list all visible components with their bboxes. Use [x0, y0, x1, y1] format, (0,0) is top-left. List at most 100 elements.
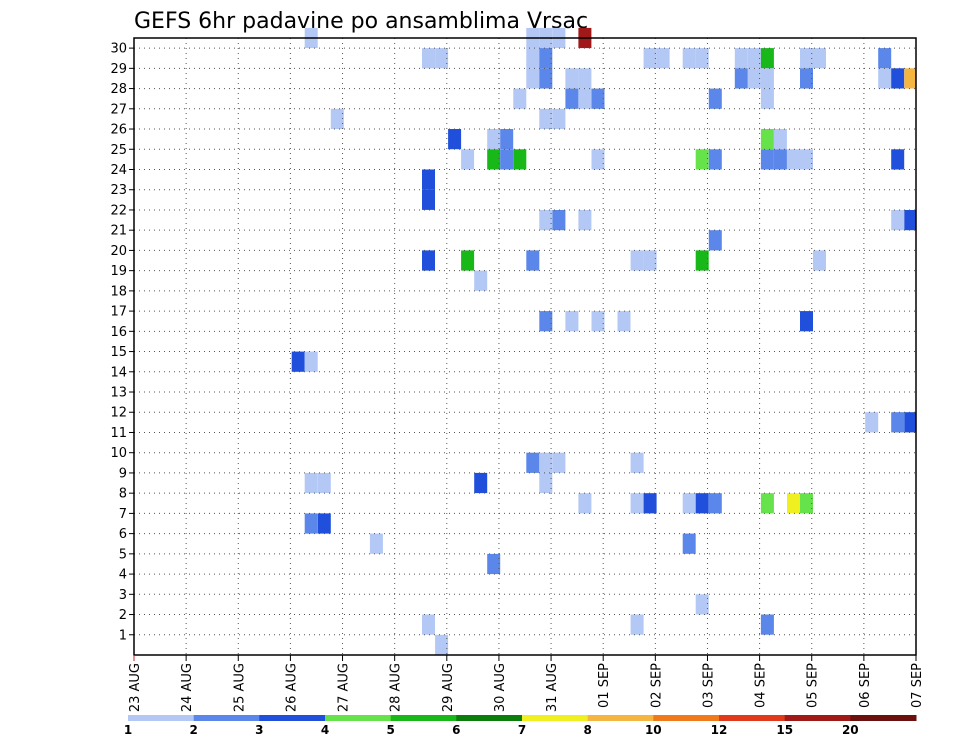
colorbar: 1 2 3 4 5 6 7 8 10 12 15 20 — [124, 715, 917, 737]
y-tick-label: 22 — [110, 203, 127, 218]
x-tick-label: 23 AUG — [128, 663, 143, 712]
y-tick-label: 4 — [119, 568, 127, 583]
precip-cell — [591, 149, 605, 170]
precip-cell — [422, 169, 435, 190]
precip-cell — [539, 68, 553, 89]
y-tick-label: 30 — [110, 42, 127, 57]
precip-cell — [760, 149, 774, 170]
y-tick-label: 7 — [119, 507, 127, 522]
precip-cell — [317, 513, 331, 534]
precip-cell — [591, 88, 605, 109]
y-tick-label: 9 — [119, 466, 127, 481]
colorbar-swatch — [850, 715, 917, 721]
precip-cell — [695, 149, 709, 170]
precip-cell — [813, 250, 826, 271]
precip-cell — [695, 48, 709, 69]
precip-cell — [369, 533, 383, 554]
precip-cell — [891, 68, 905, 89]
x-tick-label: 31 AUG — [545, 663, 560, 712]
precip-cell — [304, 472, 318, 494]
y-tick-label: 8 — [119, 487, 127, 502]
precip-cell — [682, 48, 696, 69]
colorbar-label: 7 — [518, 723, 526, 737]
precip-cell — [539, 48, 553, 69]
colorbar-swatch — [390, 715, 457, 721]
x-tick-label: 05 SEP — [806, 663, 821, 708]
precip-cell — [682, 533, 696, 554]
precip-cell — [539, 452, 553, 473]
precip-cell — [800, 311, 813, 332]
colorbar-label: 10 — [645, 723, 662, 737]
precip-cell — [474, 270, 488, 291]
colorbar-label: 5 — [387, 723, 395, 737]
precip-cell — [487, 149, 501, 170]
precip-cell — [734, 68, 748, 89]
precip-cell — [539, 210, 553, 231]
precip-cell — [656, 48, 670, 69]
precip-cell — [578, 493, 592, 514]
x-tick-label: 02 SEP — [649, 663, 664, 708]
x-tick-label: 03 SEP — [701, 663, 716, 708]
precip-cell — [630, 250, 644, 271]
colorbar-swatch — [325, 715, 392, 721]
precip-cell — [552, 108, 566, 129]
colorbar-label: 2 — [190, 723, 198, 737]
y-tick-label: 1 — [119, 628, 127, 643]
chart-title: GEFS 6hr padavine po ansamblima Vrsac — [134, 9, 588, 34]
precip-cell — [760, 48, 774, 69]
y-tick-label: 29 — [110, 62, 127, 77]
precip-cell — [878, 68, 892, 89]
precip-cell — [800, 48, 813, 69]
x-tick-label: 30 AUG — [493, 663, 508, 712]
precip-cell — [643, 48, 657, 69]
precip-cell — [878, 48, 892, 69]
precip-cell — [591, 311, 605, 332]
precip-cell — [760, 68, 774, 89]
precip-cell — [800, 68, 813, 89]
precip-cell — [422, 250, 435, 271]
y-tick-label: 6 — [119, 527, 127, 542]
y-tick-label: 5 — [119, 547, 127, 562]
y-tick-label: 17 — [110, 305, 127, 320]
precip-cell — [865, 412, 879, 433]
precip-cell — [330, 108, 344, 129]
precip-cell — [773, 129, 787, 150]
colorbar-swatch — [456, 715, 523, 721]
precip-cell — [747, 68, 761, 89]
precip-cell — [578, 88, 592, 109]
precip-cell — [630, 452, 644, 473]
y-tick-label: 10 — [110, 446, 127, 461]
precip-cell — [500, 129, 514, 150]
precip-cell — [448, 129, 462, 150]
x-tick-label: 29 AUG — [441, 663, 456, 712]
y-tick-label: 11 — [110, 426, 127, 441]
precip-cell — [708, 149, 722, 170]
precip-cell — [891, 210, 905, 231]
precip-cell — [526, 250, 540, 271]
precip-cell — [708, 230, 722, 251]
precip-cell — [904, 68, 916, 89]
y-tick-label: 15 — [110, 345, 127, 360]
precip-cell — [800, 149, 813, 170]
colorbar-swatch — [522, 715, 589, 721]
grid-lines — [134, 38, 917, 655]
colorbar-label: 4 — [321, 723, 329, 737]
precip-cell — [617, 311, 631, 332]
precip-cell — [630, 493, 644, 514]
x-tick-label: 26 AUG — [284, 663, 299, 712]
precip-cell — [513, 88, 527, 109]
colorbar-label: 20 — [842, 723, 859, 737]
precip-cell — [747, 48, 761, 69]
colorbar-swatch — [587, 715, 654, 721]
precip-cell — [526, 452, 540, 473]
y-tick-label: 26 — [110, 123, 127, 138]
precip-cell — [695, 250, 709, 271]
precip-cell — [891, 412, 905, 433]
precip-cell — [760, 614, 774, 635]
colorbar-label: 12 — [711, 723, 728, 737]
precip-cell — [708, 493, 722, 514]
precip-cell — [487, 129, 501, 150]
x-axis: 23 AUG 24 AUG 25 AUG 26 AUG 27 AUG 28 AUG 29 A… — [128, 655, 925, 712]
x-tick-label: 07 SEP — [910, 663, 925, 708]
